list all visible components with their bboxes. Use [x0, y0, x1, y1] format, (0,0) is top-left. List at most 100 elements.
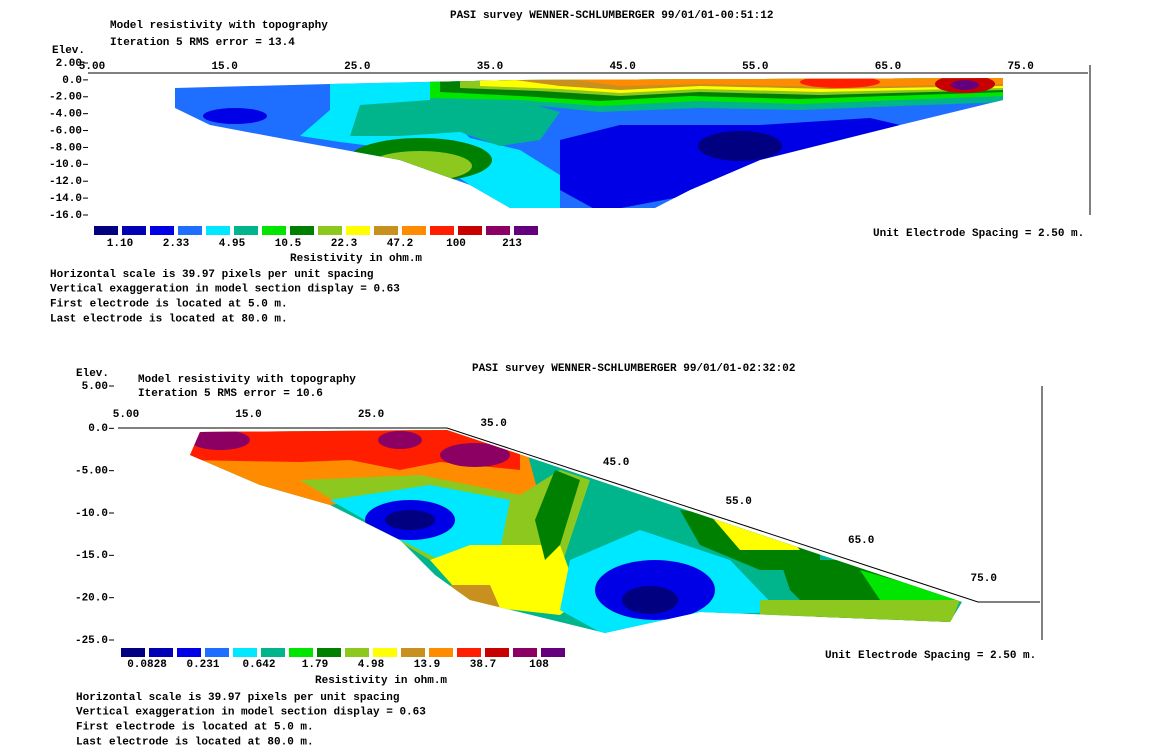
section-1 [175, 78, 1003, 208]
y-tick-label: -10.0 [49, 159, 82, 171]
subtitle: Iteration 5 RMS error = 13.4 [110, 37, 295, 49]
y-tick-label: 0.0 [62, 75, 82, 87]
y-tick-label: -8.00 [49, 142, 82, 154]
colorbar-swatch [205, 648, 229, 657]
x-tick-label: 5.00 [113, 409, 139, 421]
x-tick-label: 65.0 [875, 61, 901, 73]
colorbar-swatch [150, 226, 174, 235]
colorbar-swatch [121, 648, 145, 657]
colorbar-swatch [541, 648, 565, 657]
colorbar-swatch [94, 226, 118, 235]
colorbar-label: 0.0828 [127, 659, 167, 671]
colorbar-swatch [430, 226, 454, 235]
colorbar-title: Resistivity in ohm.m [315, 675, 447, 687]
colorbar-swatch [401, 648, 425, 657]
colorbar-swatch [149, 648, 173, 657]
spacing-note: Unit Electrode Spacing = 2.50 m. [825, 650, 1036, 662]
colorbar-swatch [178, 226, 202, 235]
colorbar-label: 2.33 [163, 238, 190, 250]
x-tick-label: 55.0 [742, 61, 768, 73]
subtitle: Model resistivity with topography [138, 374, 356, 386]
spacing-note: Unit Electrode Spacing = 2.50 m. [873, 228, 1084, 240]
colorbar-label: 4.95 [219, 238, 246, 250]
y-tick-label: 0.0 [88, 423, 108, 435]
y-tick-label: -12.0 [49, 176, 82, 188]
colorbar-swatch [457, 648, 481, 657]
colorbar-label: 1.10 [107, 238, 133, 250]
x-tick-label: 55.0 [725, 496, 751, 508]
colorbar-swatch [122, 226, 146, 235]
note: Last electrode is located at 80.0 m. [76, 736, 314, 748]
colorbar-swatch [177, 648, 201, 657]
x-tick-label: 5.00 [79, 61, 105, 73]
colorbar-title: Resistivity in ohm.m [290, 253, 422, 265]
colorbar-swatch [486, 226, 510, 235]
x-tick-label: 65.0 [848, 535, 874, 547]
colorbar-swatch [262, 226, 286, 235]
x-tick-label: 75.0 [971, 573, 997, 585]
y-tick-label: -15.0 [75, 550, 108, 562]
colorbar-swatch [289, 648, 313, 657]
subtitle: Model resistivity with topography [110, 20, 328, 32]
colorbar-label: 13.9 [414, 659, 440, 671]
colorbar-swatch [346, 226, 370, 235]
note: Last electrode is located at 80.0 m. [50, 313, 288, 325]
colorbar-label: 108 [529, 659, 549, 671]
colorbar-label: 47.2 [387, 238, 413, 250]
y-tick-label: 2.00 [56, 58, 82, 70]
colorbar-swatch [513, 648, 537, 657]
y-tick-label: -5.00 [75, 466, 108, 478]
note: Horizontal scale is 39.97 pixels per uni… [50, 269, 373, 281]
colorbar-label: 22.3 [331, 238, 358, 250]
chart-title: PASI survey WENNER-SCHLUMBERGER 99/01/01… [450, 10, 773, 22]
x-tick-label: 75.0 [1007, 61, 1033, 73]
colorbar-swatch [318, 226, 342, 235]
y-tick-label: 5.00 [82, 381, 108, 393]
colorbar-label: 213 [502, 238, 522, 250]
y-tick-label: -2.00 [49, 92, 82, 104]
colorbar-swatch [206, 226, 230, 235]
note: Vertical exaggeration in model section d… [76, 707, 426, 719]
note: First electrode is located at 5.0 m. [76, 722, 314, 734]
colorbar-swatch [233, 648, 257, 657]
colorbar-swatch [234, 226, 258, 235]
y-tick-label: -16.0 [49, 210, 82, 222]
colorbar-swatch [514, 226, 538, 235]
x-tick-label: 25.0 [358, 409, 384, 421]
y-axis-label: Elev. [52, 45, 85, 57]
x-tick-label: 25.0 [344, 61, 370, 73]
x-tick-label: 35.0 [480, 418, 506, 430]
section-2 [190, 430, 962, 633]
colorbar-label: 4.98 [358, 659, 385, 671]
y-tick-label: -25.0 [75, 635, 108, 647]
x-tick-label: 15.0 [235, 409, 261, 421]
colorbar-swatch [458, 226, 482, 235]
colorbar-swatch [485, 648, 509, 657]
colorbar-swatch [373, 648, 397, 657]
chart-title: PASI survey WENNER-SCHLUMBERGER 99/01/01… [472, 363, 795, 375]
topography-line [118, 427, 1040, 603]
y-axis-label: Elev. [76, 368, 109, 380]
y-tick-label: -10.0 [75, 508, 108, 520]
colorbar-label: 1.79 [302, 659, 328, 671]
colorbar-swatch [261, 648, 285, 657]
y-tick-label: -4.00 [49, 109, 82, 121]
colorbar-label: 0.642 [242, 659, 275, 671]
x-tick-label: 35.0 [477, 61, 503, 73]
colorbar-label: 38.7 [470, 659, 496, 671]
note: Horizontal scale is 39.97 pixels per uni… [76, 692, 399, 704]
y-tick-label: -20.0 [75, 593, 108, 605]
colorbar-label: 10.5 [275, 238, 302, 250]
subtitle: Iteration 5 RMS error = 10.6 [138, 388, 323, 400]
note: First electrode is located at 5.0 m. [50, 299, 288, 311]
colorbar-swatch [429, 648, 453, 657]
colorbar-swatch [345, 648, 369, 657]
x-tick-label: 45.0 [603, 457, 629, 469]
colorbar-swatch [374, 226, 398, 235]
x-tick-label: 15.0 [211, 61, 237, 73]
note: Vertical exaggeration in model section d… [50, 284, 400, 296]
colorbar-swatch [317, 648, 341, 657]
y-tick-label: -6.00 [49, 125, 82, 137]
colorbar-label: 100 [446, 238, 466, 250]
